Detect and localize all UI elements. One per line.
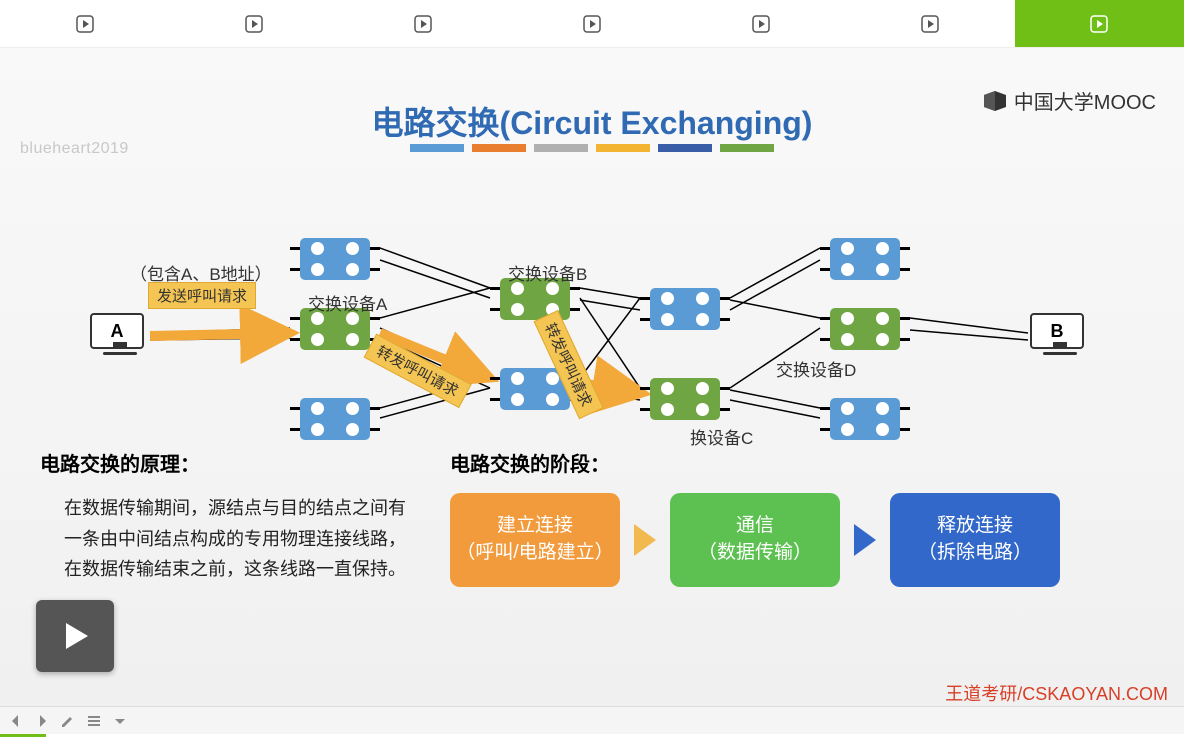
colorbar-segment [472,144,526,152]
principle-section: 电路交换的原理： 在数据传输期间，源结点与目的结点之间有一条由中间结点构成的专用… [40,448,420,587]
phases-title: 电路交换的阶段： [450,448,1144,477]
colorbar-segment [534,144,588,152]
play-small-icon [921,15,939,33]
phase-box-1: 通信（数据传输） [670,493,840,587]
play-icon [58,619,92,653]
colorbar-segment [658,144,712,152]
slide-area: blueheart2019 中国大学MOOC 电路交换(Circuit Exch… [0,48,1184,710]
play-small-icon [583,15,601,33]
switch-s6 [650,288,720,330]
switch-s9 [830,308,900,350]
arrow-left-icon[interactable] [8,713,24,729]
callout-c2: 转发呼叫请求 [364,334,472,409]
phase-box-2: 释放连接（拆除电路） [890,493,1060,587]
switch-s10 [830,398,900,440]
callout-c1: 发送呼叫请求 [148,282,256,309]
network-diagram: 交换设备A交换设备B换设备C交换设备DAB（包含A、B地址）发送呼叫请求转发呼叫… [90,178,1090,438]
tab-5[interactable] [846,0,1015,47]
phases-section: 电路交换的阶段： 建立连接（呼叫/电路建立） 通信（数据传输） 释放连接（拆除电路） [450,448,1144,587]
switch-label: 交换设备B [508,260,587,285]
phase-arrow-icon [634,524,656,556]
edit-icon[interactable] [60,713,76,729]
play-small-icon [1090,15,1108,33]
phase-arrow-icon [854,524,876,556]
chevron-down-icon[interactable] [112,713,128,729]
colorbar-segment [596,144,650,152]
play-small-icon [752,15,770,33]
list-icon[interactable] [86,713,102,729]
play-small-icon [245,15,263,33]
color-bar [410,144,774,152]
tab-4[interactable] [677,0,846,47]
play-button[interactable] [36,600,114,672]
principle-title: 电路交换的原理： [40,448,420,477]
switch-s7 [650,378,720,420]
switch-s8 [830,238,900,280]
switch-label: 交换设备D [776,356,856,381]
switch-s1 [300,238,370,280]
tab-2[interactable] [338,0,507,47]
play-small-icon [76,15,94,33]
host-A: A [90,313,150,361]
bottom-toolbar [0,706,1184,734]
switch-s3 [300,398,370,440]
colorbar-segment [720,144,774,152]
colorbar-segment [410,144,464,152]
footer-credit: 王道考研/CSKAOYAN.COM [945,680,1168,706]
phase-box-0: 建立连接（呼叫/电路建立） [450,493,620,587]
switch-label: 换设备C [690,424,753,449]
play-small-icon [414,15,432,33]
tab-1[interactable] [169,0,338,47]
tab-0[interactable] [0,0,169,47]
tab-3[interactable] [507,0,676,47]
tab-bar [0,0,1184,48]
tab-6[interactable] [1015,0,1184,47]
switch-label: 交换设备A [308,290,387,315]
host-B: B [1030,313,1090,361]
slide-title: 电路交换(Circuit Exchanging) [0,98,1184,144]
principle-body: 在数据传输期间，源结点与目的结点之间有一条由中间结点构成的专用物理连接线路，在数… [40,493,420,585]
arrow-right-icon[interactable] [34,713,50,729]
